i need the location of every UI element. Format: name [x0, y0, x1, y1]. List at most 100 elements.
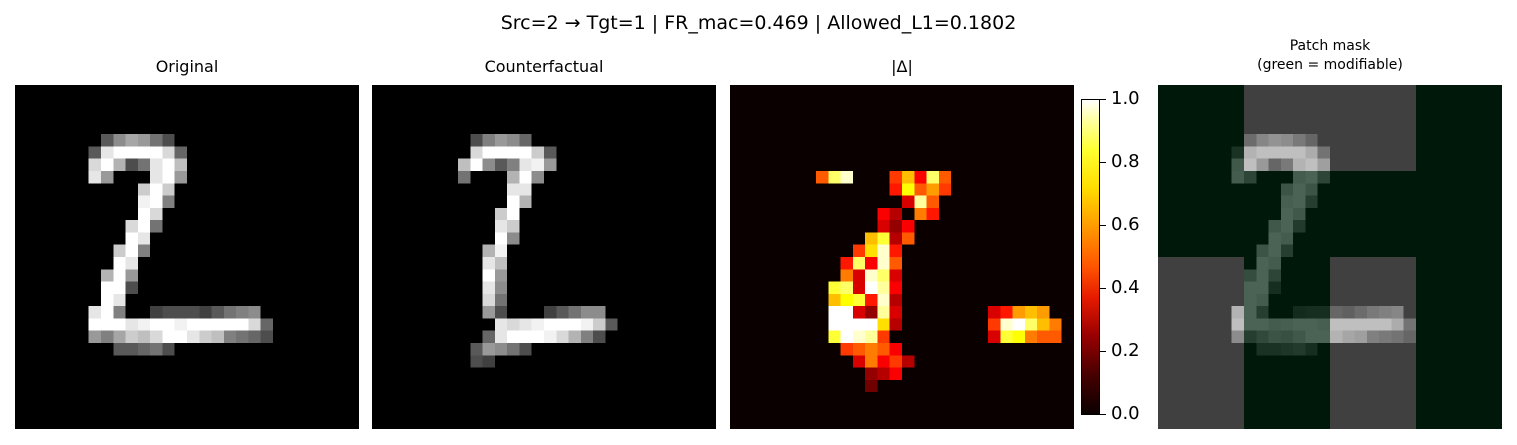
delta-pixel	[1012, 318, 1025, 331]
original-pixel	[113, 281, 126, 294]
modifiable-patch	[1416, 171, 1502, 257]
delta-pixel	[902, 355, 915, 368]
delta-pixel	[902, 195, 915, 208]
counterfactual-pixel	[507, 146, 520, 159]
original-pixel	[137, 232, 151, 245]
colorbar-tick-label: 0.2	[1111, 340, 1140, 361]
original-pixel	[113, 269, 126, 282]
original-pixel	[113, 134, 126, 147]
delta-pixel	[1024, 318, 1038, 331]
delta-pixel	[889, 367, 902, 380]
delta-pixel	[877, 330, 890, 343]
counterfactual-pixel	[507, 195, 520, 208]
fixed-patch	[1330, 343, 1416, 429]
original-pixel	[211, 306, 224, 319]
original-image-panel	[15, 85, 359, 429]
original-pixel	[150, 306, 163, 319]
original-pixel	[101, 146, 114, 159]
original-pixel	[162, 146, 175, 159]
original-pixel	[101, 158, 114, 171]
original-pixel	[260, 330, 273, 343]
counterfactual-pixel	[544, 158, 557, 171]
modifiable-patch-tint	[1416, 257, 1502, 343]
counterfactual-pixel	[519, 171, 532, 184]
delta-pixel	[877, 293, 890, 307]
counterfactual-pixel	[494, 343, 508, 356]
original-pixel	[125, 281, 138, 294]
original-pixel	[125, 257, 138, 270]
delta-pixel	[889, 220, 902, 233]
counterfactual-pixel	[593, 306, 606, 319]
counterfactual-pixel	[470, 355, 483, 368]
original-panel-title: Original	[155, 57, 219, 76]
counterfactual-pixel	[494, 207, 508, 221]
counterfactual-pixel	[470, 134, 483, 147]
counterfactual-pixel	[482, 257, 495, 270]
delta-pixel	[852, 306, 866, 319]
modifiable-patch-tint	[1416, 171, 1502, 257]
counterfactual-pixel	[531, 146, 544, 159]
delta-pixel	[828, 171, 841, 184]
patch-mask-image	[1158, 85, 1502, 429]
modifiable-patch	[1158, 85, 1244, 171]
original-pixel	[101, 171, 114, 184]
modifiable-patch	[1244, 171, 1330, 257]
delta-pixel	[889, 293, 902, 307]
delta-pixel	[889, 281, 902, 294]
delta-pixel	[877, 306, 890, 319]
original-pixel	[113, 257, 126, 270]
counterfactual-pixel	[494, 281, 508, 294]
original-pixel	[137, 158, 151, 171]
delta-pixel	[1000, 330, 1013, 343]
counterfactual-pixel	[482, 269, 495, 282]
original-pixel	[101, 330, 114, 343]
modifiable-patch	[1416, 257, 1502, 343]
original-pixel	[137, 134, 151, 147]
delta-pixel	[852, 293, 866, 307]
modifiable-patch	[1244, 343, 1330, 429]
original-pixel	[162, 306, 175, 319]
delta-pixel	[865, 367, 878, 380]
counterfactual-pixel	[544, 306, 557, 319]
counterfactual-pixel	[519, 183, 532, 196]
delta-pixel	[865, 306, 878, 319]
counterfactual-pixel	[494, 269, 508, 282]
delta-pixel	[889, 257, 902, 270]
delta-pixel	[1012, 330, 1025, 343]
delta-pixel	[902, 183, 915, 196]
counterfactual-pixel	[519, 195, 532, 208]
original-pixel	[125, 269, 138, 282]
counterfactual-pixel	[556, 318, 569, 331]
mask-panel-title: Patch mask (green = modifiable)	[1257, 38, 1403, 73]
original-pixel	[199, 330, 212, 343]
colorbar-tick	[1100, 99, 1106, 100]
modifiable-patch-tint	[1416, 343, 1502, 429]
delta-heatmap	[730, 85, 1074, 429]
original-pixel	[150, 134, 163, 147]
delta-pixel	[840, 343, 853, 356]
original-pixel	[137, 183, 151, 196]
original-pixel	[162, 158, 175, 171]
original-pixel	[223, 318, 237, 331]
delta-pixel	[865, 232, 878, 245]
counterfactual-pixel	[494, 306, 508, 319]
delta-pixel	[889, 318, 902, 331]
counterfactual-pixel	[605, 318, 618, 331]
delta-pixel	[1000, 306, 1013, 319]
delta-pixel	[877, 257, 890, 270]
original-pixel	[101, 293, 114, 307]
delta-pixel	[926, 183, 939, 196]
delta-pixel	[1024, 330, 1038, 343]
counterfactual-pixel	[531, 318, 544, 331]
counterfactual-pixel	[544, 146, 557, 159]
delta-pixel	[816, 171, 829, 184]
delta-pixel	[865, 269, 878, 282]
counterfactual-pixel	[593, 330, 606, 343]
counterfactual-pixel	[568, 306, 581, 319]
counterfactual-pixel	[580, 318, 594, 331]
counterfactual-pixel	[482, 146, 495, 159]
delta-pixel	[852, 244, 866, 257]
counterfactual-pixel	[568, 330, 581, 343]
counterfactual-pixel	[507, 134, 520, 147]
counterfactual-pixel	[580, 306, 594, 319]
